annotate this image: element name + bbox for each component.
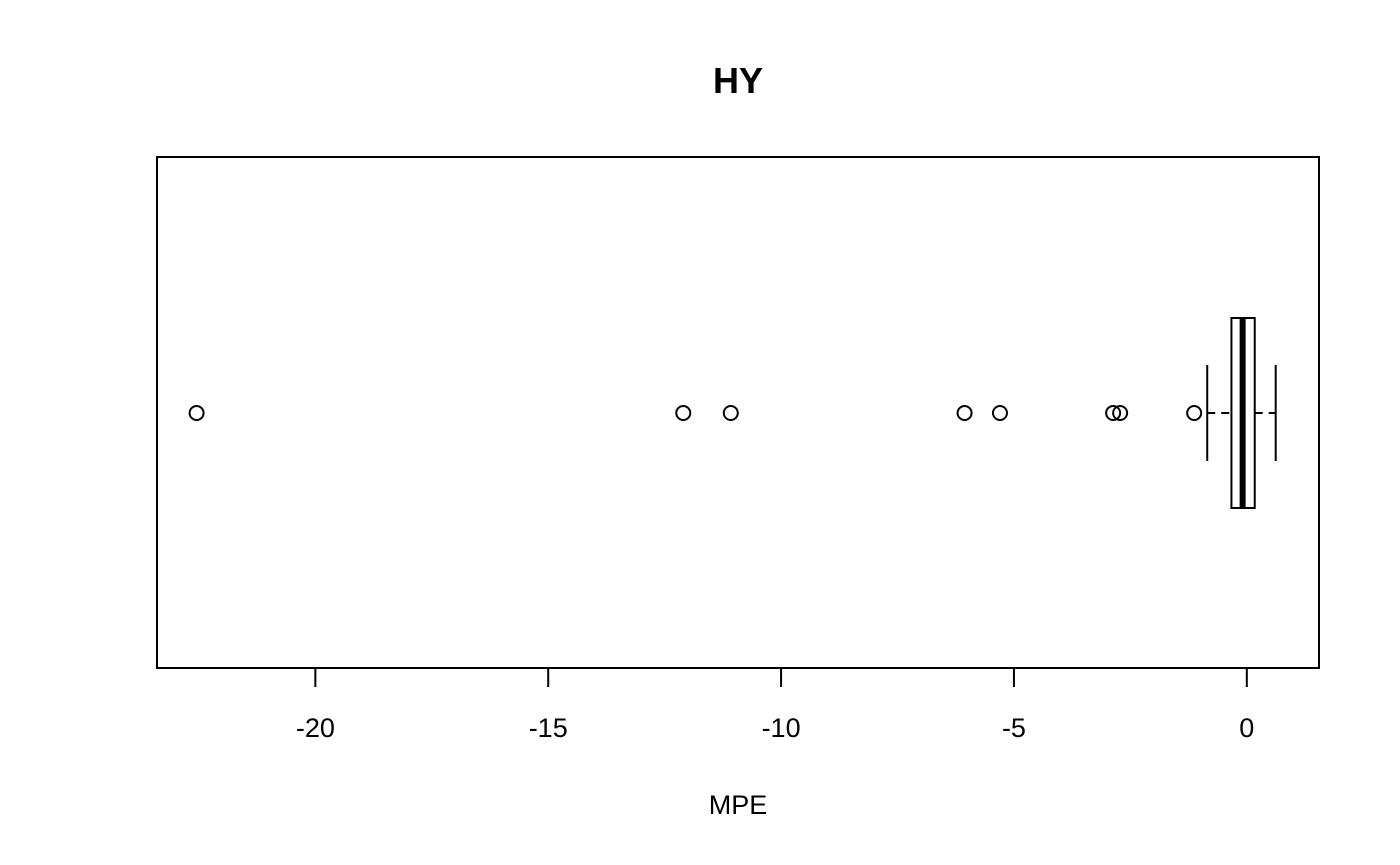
outlier-point (1186, 405, 1203, 421)
x-axis: -20 -15 -10 -5 0 (296, 667, 1254, 743)
outlier-point (1112, 405, 1129, 421)
x-tick-label: -20 (296, 713, 335, 743)
outlier-point (675, 405, 692, 421)
x-tick-label: -5 (1002, 713, 1026, 743)
outlier-point (1105, 405, 1122, 421)
boxplot (1206, 317, 1277, 509)
x-tick-label: -10 (762, 713, 801, 743)
outlier-point (991, 405, 1008, 421)
chart-title: HY (713, 60, 763, 101)
x-axis-label: MPE (709, 790, 768, 820)
outlier-point (956, 405, 973, 421)
outliers (188, 405, 1203, 421)
x-tick-label: -15 (529, 713, 568, 743)
outlier-point (188, 405, 205, 421)
outlier-point (722, 405, 739, 421)
x-tick-label: 0 (1239, 713, 1254, 743)
